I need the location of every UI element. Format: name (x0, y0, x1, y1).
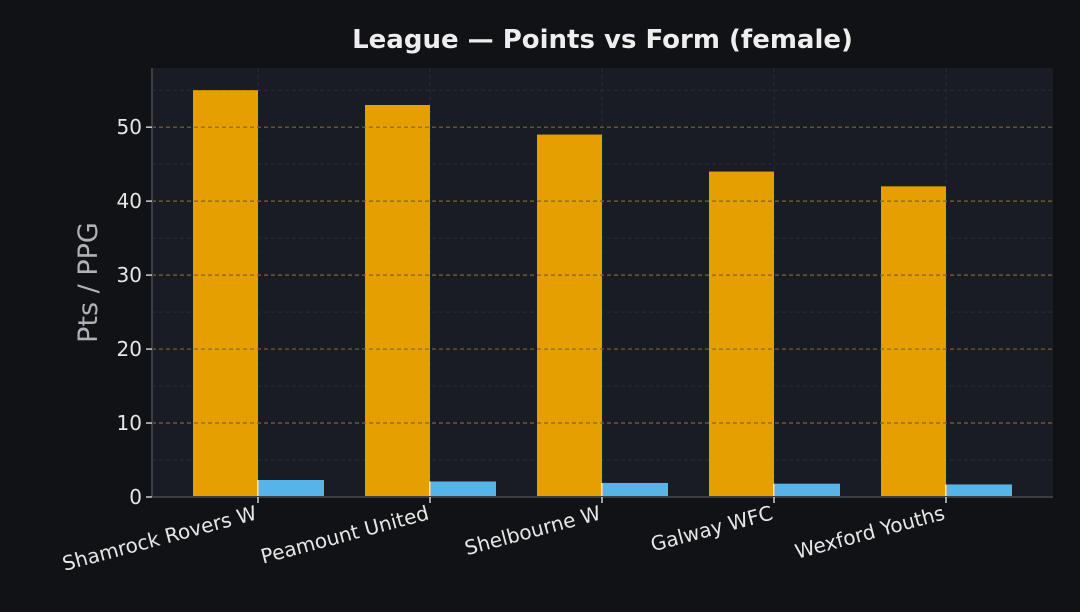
y-tick-label: 30 (117, 263, 142, 287)
bar-series2-3 (775, 483, 840, 497)
x-tick-label: Galway WFC (648, 501, 775, 557)
bars (193, 90, 1012, 498)
bar-series1-2 (537, 134, 602, 497)
y-tick-label: 0 (129, 485, 142, 509)
bar-series2-1 (431, 481, 496, 497)
bar-series2-2 (603, 482, 668, 497)
x-tick-label: Shelbourne W (462, 501, 603, 560)
bar-series1-3 (709, 171, 774, 497)
x-tick-label: Shamrock Rovers W (60, 501, 260, 576)
bar-series1-4 (881, 186, 946, 497)
chart-title: League — Points vs Form (female) (352, 25, 853, 55)
y-tick-label: 20 (117, 337, 142, 361)
y-tick-label: 10 (117, 411, 142, 435)
y-axis-label: Pts / PPG (73, 222, 104, 343)
x-tick-label: Peamount United (258, 501, 431, 569)
bar-series2-0 (259, 479, 324, 497)
bar-series1-1 (365, 104, 430, 497)
bar-series2-4 (947, 484, 1012, 497)
y-tick-label: 50 (117, 115, 142, 139)
x-tick-label: Wexford Youths (792, 501, 947, 564)
bar-series1-0 (193, 90, 258, 498)
y-tick-label: 40 (117, 189, 142, 213)
